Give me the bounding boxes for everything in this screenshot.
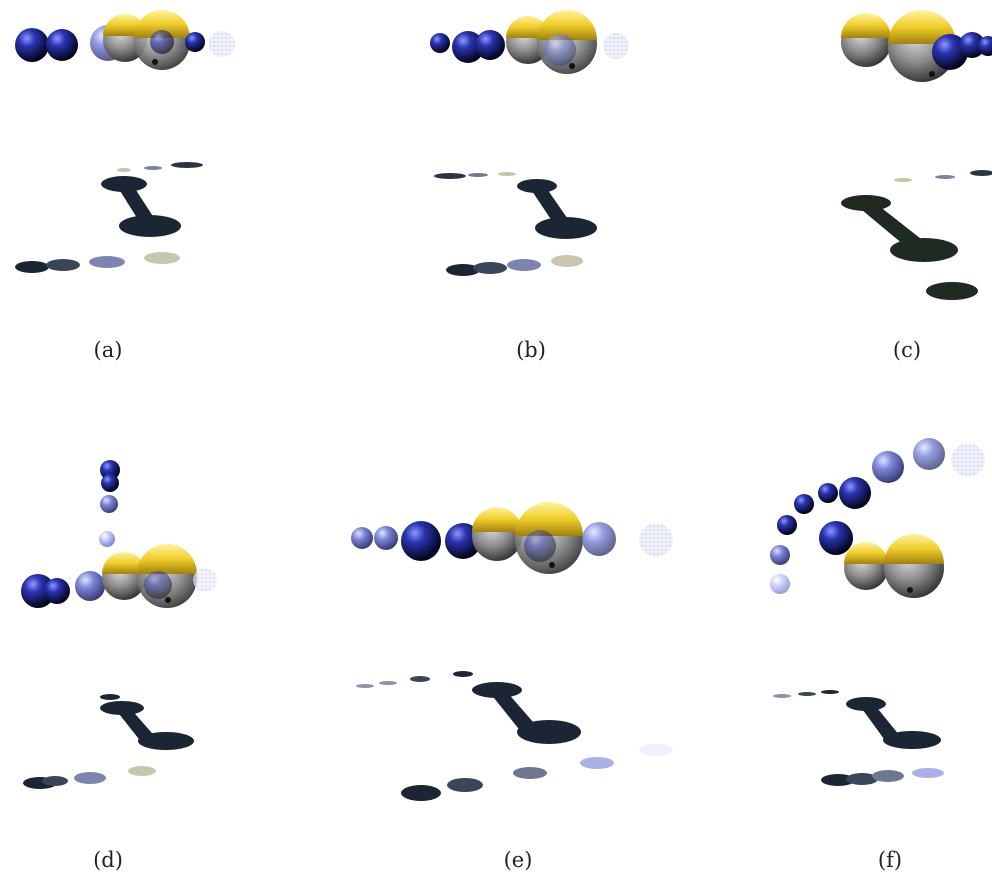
panel-e-caption: (e) [503,848,533,872]
panel-a-shadows [15,162,203,273]
panel-c-shadows [841,170,992,300]
panel-a-spheres [15,10,235,70]
panel-f-spheres [770,438,985,598]
panel-d-caption: (d) [93,848,123,872]
panel-e [351,502,673,801]
panel-f [770,438,985,786]
panel-f-shadows [773,690,944,786]
panel-d [21,460,217,789]
panel-c-caption: (c) [892,338,922,362]
panel-b-shadows [434,172,597,276]
panel-d-shadows [23,694,194,789]
panel-b [430,10,629,276]
panel-a [15,10,235,273]
panel-b-caption: (b) [516,338,546,362]
panel-c-spheres [841,10,992,82]
panel-b-spheres [430,10,629,74]
panel-e-spheres [351,502,673,574]
panel-c [841,10,992,300]
panel-d-spheres [21,460,217,608]
panel-e-shadows [356,671,673,801]
panel-f-caption: (f) [877,848,903,872]
panel-a-caption: (a) [93,338,123,362]
